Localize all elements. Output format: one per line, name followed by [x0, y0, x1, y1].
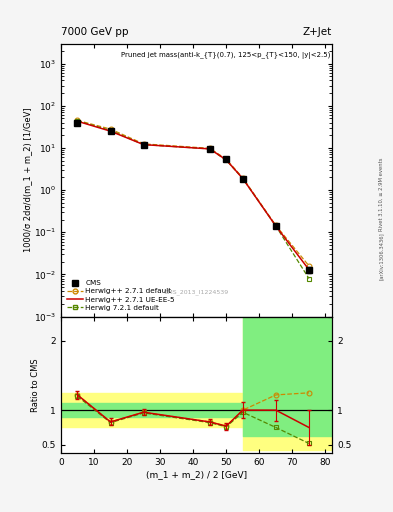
Y-axis label: 1000/σ 2dσ/d(m_1 + m_2) [1/GeV]: 1000/σ 2dσ/d(m_1 + m_2) [1/GeV]	[23, 108, 32, 252]
Text: Rivet 3.1.10, ≥ 2.9M events: Rivet 3.1.10, ≥ 2.9M events	[379, 158, 384, 231]
Text: CMS_2013_I1224539: CMS_2013_I1224539	[164, 289, 229, 295]
Text: Pruned jet mass(anti-k_{T}(0.7), 125<p_{T}<150, |y|<2.5): Pruned jet mass(anti-k_{T}(0.7), 125<p_{…	[121, 52, 330, 59]
Text: [arXiv:1306.3436]: [arXiv:1306.3436]	[379, 232, 384, 280]
Text: Z+Jet: Z+Jet	[303, 27, 332, 37]
X-axis label: (m_1 + m_2) / 2 [GeV]: (m_1 + m_2) / 2 [GeV]	[146, 470, 247, 479]
Y-axis label: Ratio to CMS: Ratio to CMS	[31, 358, 40, 412]
Legend: CMS, Herwig++ 2.7.1 default, Herwig++ 2.7.1 UE-EE-5, Herwig 7.2.1 default: CMS, Herwig++ 2.7.1 default, Herwig++ 2.…	[64, 278, 177, 313]
Text: 7000 GeV pp: 7000 GeV pp	[61, 27, 129, 37]
